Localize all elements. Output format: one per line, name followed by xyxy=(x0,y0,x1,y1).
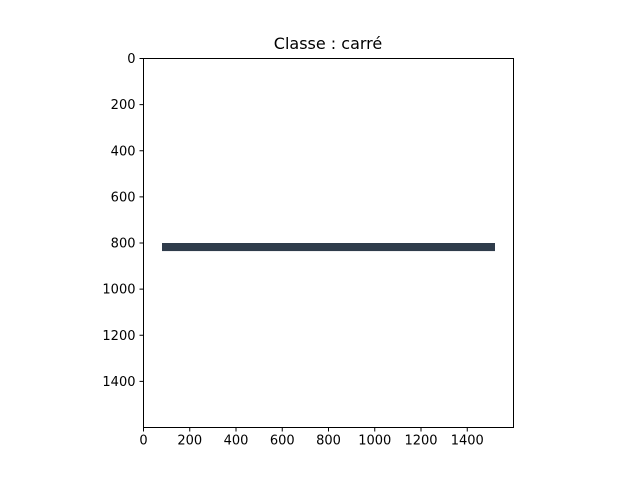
x-tick-label: 800 xyxy=(316,434,341,449)
y-axis: 0 200 400 600 800 1000 1200 1400 xyxy=(102,52,144,390)
chart-title: Classe : carré xyxy=(274,34,382,53)
x-tick-label: 400 xyxy=(224,434,249,449)
x-tick-label: 200 xyxy=(177,434,202,449)
y-tick-label: 200 xyxy=(111,98,136,113)
y-tick-label: 400 xyxy=(111,144,136,159)
y-tick-label: 0 xyxy=(127,52,135,67)
x-tick-label: 1200 xyxy=(404,434,437,449)
y-tick-label: 600 xyxy=(111,190,136,205)
y-tick-label: 1200 xyxy=(102,329,135,344)
x-tick-label: 1400 xyxy=(451,434,484,449)
x-axis: 0 200 400 600 800 1000 1200 1400 xyxy=(139,427,484,449)
x-tick-label: 600 xyxy=(270,434,295,449)
x-tick-label: 0 xyxy=(139,434,147,449)
x-tick-label: 1000 xyxy=(358,434,391,449)
shape-rect-0 xyxy=(162,243,495,252)
y-tick-label: 800 xyxy=(111,237,136,252)
y-tick-label: 1000 xyxy=(102,283,135,298)
y-tick-label: 1400 xyxy=(102,375,135,390)
data-layer xyxy=(162,243,495,252)
